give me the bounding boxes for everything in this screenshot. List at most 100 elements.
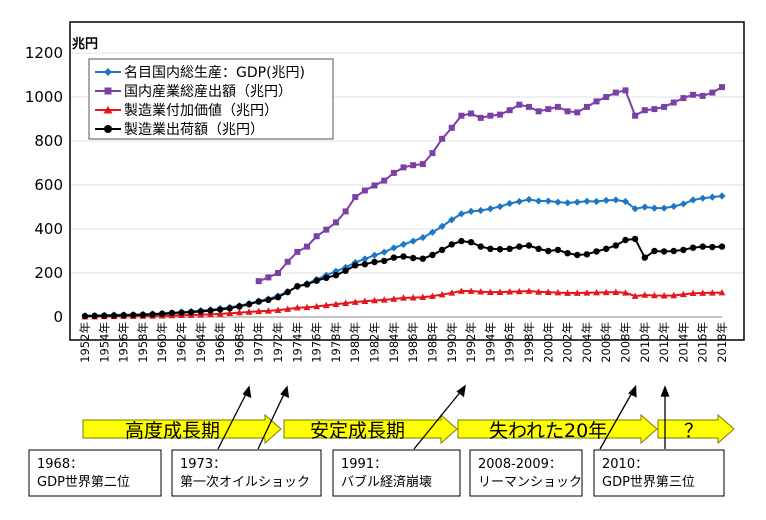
data-point-gdp (679, 200, 687, 208)
x-tick-label: 2016年 (696, 322, 710, 363)
data-point-gdp (563, 199, 572, 207)
data-point-mfg-value-added (332, 300, 340, 308)
plot-frame (69, 21, 745, 341)
data-point-mfg-value-added (593, 288, 600, 296)
data-point-mfg-shipments (371, 258, 378, 266)
data-point-gross-output (381, 177, 388, 184)
data-point-gross-output (593, 98, 600, 105)
data-point-gdp (602, 196, 610, 204)
data-point-mfg-shipments (448, 241, 455, 248)
data-point-gross-output (690, 91, 697, 98)
data-point-gdp (525, 195, 533, 204)
x-tick-label: 1984年 (387, 322, 401, 363)
x-tick-label: 2002年 (561, 322, 575, 363)
data-point-mfg-value-added (554, 288, 562, 296)
data-point-gross-output (497, 111, 504, 118)
phase-lost-decades: 失われた20年 (457, 413, 658, 445)
phase-label-high-growth: 高度成長期 (125, 420, 220, 442)
data-point-gross-output (458, 112, 465, 119)
data-point-gross-output (439, 135, 446, 142)
data-point-mfg-shipments (477, 243, 484, 250)
data-point-mfg-value-added (718, 288, 726, 296)
data-point-mfg-shipments (91, 312, 98, 320)
data-point-gdp (708, 193, 716, 201)
data-point-gross-output (535, 108, 542, 115)
data-point-mfg-value-added (689, 289, 697, 297)
data-point-mfg-value-added (583, 289, 591, 296)
data-point-mfg-value-added (622, 289, 629, 296)
data-point-gdp (409, 237, 417, 245)
data-point-mfg-shipments (313, 277, 320, 284)
legend-label-output: 国内産業総産出額（兆円） (124, 84, 292, 100)
data-point-mfg-shipments (197, 308, 205, 315)
data-point-mfg-value-added (419, 293, 427, 300)
data-point-mfg-value-added (284, 305, 292, 312)
data-point-mfg-shipments (525, 242, 533, 249)
data-point-gdp (496, 202, 504, 211)
data-point-gross-output (448, 124, 455, 131)
legend-entry-mfg-shipments: 製造業出荷額（兆円） (95, 122, 264, 138)
data-point-gdp (419, 233, 427, 242)
x-tick-label: 1994年 (483, 322, 497, 363)
data-point-mfg-shipments (130, 311, 137, 319)
x-tick-label: 1970年 (252, 322, 266, 363)
event-boxes: 1968： GDP世界第二位 1973： 第一次オイルショック 1991： バブ… (28, 449, 725, 497)
data-point-gdp (438, 222, 446, 230)
data-point-mfg-value-added (351, 298, 359, 305)
x-tick-label: 1996年 (503, 322, 517, 363)
data-point-mfg-shipments (178, 309, 185, 316)
event-desc-1973: 第一次オイルショック (180, 474, 310, 490)
legend-box (88, 58, 334, 140)
data-point-gdp (641, 203, 649, 211)
data-point-mfg-shipments (429, 251, 436, 259)
data-point-mfg-shipments (274, 294, 282, 301)
data-point-gross-output (564, 108, 571, 115)
data-point-mfg-shipments (651, 247, 658, 255)
data-point-mfg-shipments (641, 254, 648, 261)
data-point-mfg-shipments (294, 283, 301, 290)
phase-high-growth: 高度成長期 (82, 413, 282, 445)
data-point-mfg-value-added (207, 310, 214, 318)
data-point-mfg-value-added (361, 297, 369, 304)
data-point-gdp (380, 248, 388, 256)
data-point-mfg-shipments (216, 306, 224, 313)
data-point-mfg-shipments (332, 272, 340, 279)
data-point-mfg-value-added (467, 287, 475, 294)
data-point-gross-output (275, 270, 282, 276)
data-point-mfg-shipments (709, 243, 716, 251)
x-tick-label: 1968年 (232, 322, 246, 363)
event-desc-1968: GDP世界第二位 (37, 475, 130, 490)
data-point-mfg-value-added (236, 309, 243, 316)
x-tick-label: 1958年 (136, 322, 150, 363)
legend: 名目国内総生産：GDP(兆円) 国内産業総産出額（兆円） 製造業付加価値（兆円）… (88, 58, 334, 140)
data-point-gross-output (303, 243, 310, 250)
data-point-mfg-shipments (187, 308, 195, 316)
data-point-gross-output (361, 187, 368, 194)
x-tick-label: 1986年 (406, 322, 420, 363)
data-point-mfg-shipments (284, 288, 291, 296)
data-point-gross-output (342, 208, 349, 215)
data-point-gross-output (390, 169, 397, 176)
data-point-mfg-value-added (573, 289, 581, 296)
pointer-2010 (660, 385, 670, 449)
data-point-mfg-shipments (323, 274, 330, 282)
data-point-mfg-value-added (245, 308, 253, 315)
event-year-1991: 1991： (341, 457, 387, 472)
data-point-mfg-value-added (525, 287, 533, 294)
data-point-gdp (670, 202, 678, 210)
data-point-mfg-shipments (81, 312, 89, 320)
data-point-mfg-shipments (583, 251, 591, 258)
data-point-mfg-value-added (438, 290, 446, 298)
x-tick-label: 1974年 (290, 322, 304, 363)
data-point-gdp (515, 197, 523, 206)
data-point-mfg-value-added (486, 288, 494, 295)
data-point-gross-output (632, 112, 639, 119)
y-tick-labels: 0 200 400 600 800 1000 1200 (25, 44, 63, 326)
data-point-gross-output (487, 112, 494, 119)
phase-label-stable-growth: 安定成長期 (310, 420, 405, 442)
y-axis-unit: 兆円 (72, 36, 98, 52)
x-tick-label: 2008年 (618, 322, 632, 363)
legend-entry-mfg-value-added: 製造業付加価値（兆円） (95, 103, 278, 119)
data-point-mfg-shipments (574, 251, 581, 259)
data-point-mfg-value-added (612, 288, 620, 295)
